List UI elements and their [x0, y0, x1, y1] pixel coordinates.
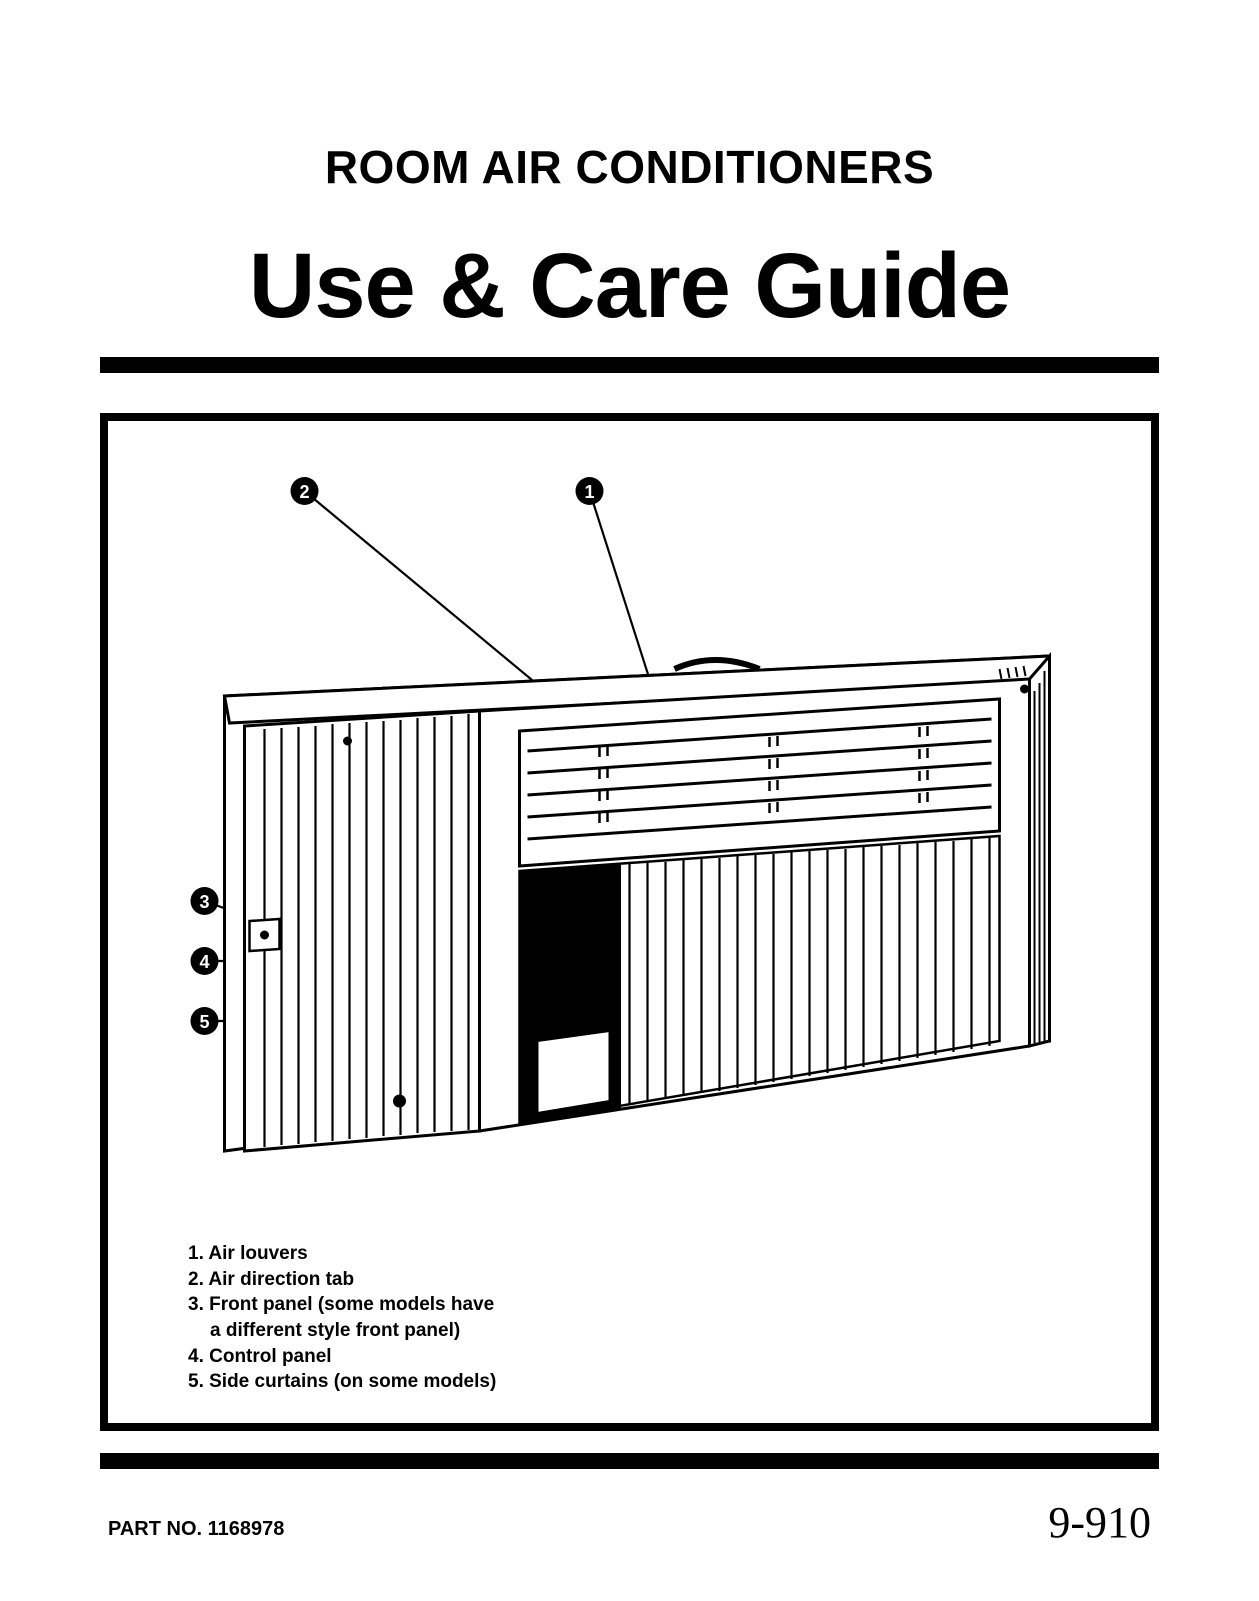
- handwritten-note: 9-910: [1048, 1501, 1151, 1545]
- legend-item: 5. Side curtains (on some models): [188, 1369, 1131, 1395]
- legend-item: 3. Front panel (some models have: [188, 1292, 1131, 1318]
- bottom-rule: [100, 1453, 1159, 1469]
- diagram: 1 2 3 4 5: [128, 451, 1131, 1231]
- callout-number: 2: [299, 482, 309, 502]
- title-rule: [100, 357, 1159, 373]
- legend-item: 1. Air louvers: [188, 1241, 1131, 1267]
- legend-item-continuation: a different style front panel): [210, 1318, 1131, 1344]
- document-subtitle: ROOM AIR CONDITIONERS: [100, 140, 1159, 194]
- legend-item: 2. Air direction tab: [188, 1267, 1131, 1293]
- document-title: Use & Care Guide: [100, 234, 1159, 339]
- page: ROOM AIR CONDITIONERS Use & Care Guide: [0, 0, 1259, 1601]
- callout-number: 4: [199, 952, 209, 972]
- legend-item: 4. Control panel: [188, 1344, 1131, 1370]
- callout-number: 5: [199, 1012, 209, 1032]
- part-number: PART NO. 1168978: [108, 1518, 284, 1541]
- callout-number: 1: [584, 482, 594, 502]
- figure-box: 1 2 3 4 5 1. Air louvers 2. Air direction ta…: [100, 413, 1159, 1431]
- figure-legend: 1. Air louvers 2. Air direction tab 3. F…: [188, 1241, 1131, 1395]
- ac-unit-illustration: 1 2 3 4 5: [128, 451, 1131, 1231]
- page-footer: PART NO. 1168978 9-910: [100, 1497, 1159, 1541]
- callout-number: 3: [199, 892, 209, 912]
